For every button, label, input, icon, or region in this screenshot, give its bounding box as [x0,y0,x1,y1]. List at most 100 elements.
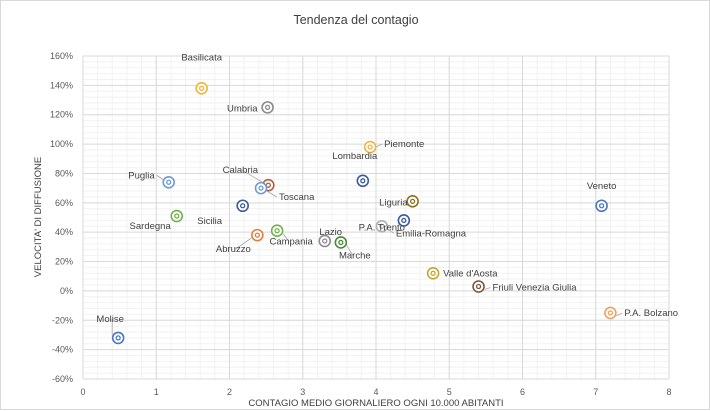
y-tick-label: 80% [55,168,73,178]
point-label-veneto: Veneto [587,181,617,192]
point-marker [162,175,176,189]
point-label-umbria: Umbria [227,103,258,114]
point-basilicata [195,82,208,95]
point-marker [426,266,440,280]
point-marker [363,140,377,154]
point-label-basilicata: Basilicata [181,52,222,63]
point-marker-inner [254,232,260,238]
x-tick-label: 1 [154,387,159,397]
y-axis-ticks: -60% -40% -20% 0% 20% 40% 60% 80% 100% 120% 140% 16… [50,51,73,384]
point-molise [111,331,125,345]
point-marker [318,234,332,248]
point-marker [375,220,389,233]
point-marker-inner [174,213,180,219]
point-friuli-venezia-giulia [472,280,485,293]
point-marker-inner [274,228,280,234]
chart-title: Tendenza del contagio [293,13,418,27]
x-axis-label: CONTAGIO MEDIO GIORNALIERO OGNI 10.000 A… [248,398,503,409]
point-marker-inner [475,283,482,290]
point-marker [472,280,485,293]
point-label-friuli-venezia-giulia: Friuli Venezia Giulia [493,283,578,294]
point-umbria [261,101,274,114]
point-valle-d-aosta [426,266,440,280]
leader-line [375,143,383,148]
point-toscana [254,181,268,195]
y-tick-label: 120% [50,110,73,120]
y-tick-label: 160% [50,51,73,61]
point-marker-inner [401,217,407,224]
leader-line [616,312,623,317]
x-tick-label: 8 [666,387,671,397]
point-marker [254,181,268,195]
y-tick-label: -40% [52,345,73,355]
point-marker [270,224,284,238]
point-marker [236,199,249,213]
x-axis-ticks: 0 1 2 3 4 5 6 7 8 [80,387,671,397]
point-marker-inner [598,203,605,209]
y-tick-label: 20% [55,257,73,267]
point-label-campania: Campania [269,237,313,248]
point-label-lombardia: Lombardia [332,151,378,162]
point-label-sardegna: Sardegna [130,221,172,232]
point-sardegna [170,209,184,223]
point-puglia [162,175,176,189]
data-points [111,82,617,345]
point-marker-inner [607,310,614,316]
point-label-liguria: Liguria [379,197,408,208]
x-tick-label: 7 [593,387,598,397]
leader-line [242,169,263,183]
point-marker-inner [430,270,436,276]
leader-line [156,174,163,180]
point-marker [397,214,411,227]
point-marker [356,174,370,188]
point-label-valle-d-aosta: Valle d'Aosta [443,268,498,279]
point-marker-inner [338,239,344,246]
leader-line [346,245,354,256]
point-label-sicilia: Sicilia [197,216,223,227]
point-marker-inner [360,178,366,184]
point-marker-inner [199,85,205,91]
x-tick-label: 3 [300,387,305,397]
point-p-a-bolzano [604,306,617,320]
point-marche [334,236,348,249]
y-tick-label: -20% [52,315,73,325]
point-label-emilia-romagna: Emilia-Romagna [396,228,467,239]
point-labels: Basilicata Umbria Piemonte Lombardia Puglia C… [96,52,678,335]
point-marker [261,101,274,114]
point-label-calabria: Calabria [223,165,259,176]
point-marker [195,82,208,95]
point-marker [406,195,419,208]
point-emilia-romagna [375,220,389,233]
x-tick-label: 2 [227,387,232,397]
point-marker-inner [166,179,172,185]
leader-line [484,287,491,290]
point-label-marche: Marche [339,250,371,261]
point-marker-inner [322,238,328,244]
leader-line [387,228,395,234]
x-tick-label: 5 [447,387,452,397]
y-tick-label: 100% [50,139,73,149]
point-marker [170,209,184,223]
x-tick-label: 4 [373,387,378,397]
leader-line [266,190,278,198]
point-marker-inner [379,223,385,229]
point-marker-inner [367,144,373,150]
point-marker [334,236,348,249]
point-marker-inner [240,203,246,209]
y-tick-label: 40% [55,227,73,237]
point-liguria [406,195,419,208]
point-marker [111,331,125,345]
point-abruzzo [251,228,264,242]
point-label-p-a-bolzano: P.A. Bolzano [624,308,678,319]
y-tick-label: 140% [50,80,73,90]
point-campania [270,224,284,238]
point-label-toscana: Toscana [279,192,315,203]
point-label-abruzzo: Abruzzo [216,244,251,255]
point-marker-inner [115,335,121,341]
x-tick-label: 6 [520,387,525,397]
point-lazio [318,234,332,248]
y-axis-label: VELOCITA' DI DIFFUSIONE [33,157,44,277]
point-marker-inner [264,104,271,111]
